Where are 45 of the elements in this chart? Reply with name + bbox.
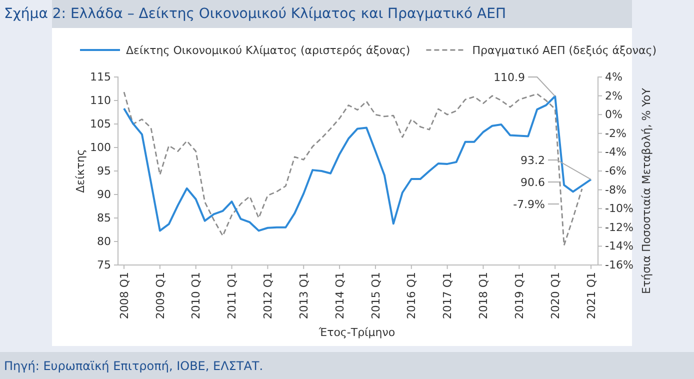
chart-title: Σχήμα 2: Ελλάδα – Δείκτης Οικονομικού Κλίματος και Πραγματικό ΑΕΠ: [4, 6, 506, 22]
x-tick-label: 2009 Q1: [154, 272, 167, 320]
y2-tick-label: 2%: [605, 89, 622, 102]
y2-tick-label: -6%: [605, 164, 626, 178]
y-tick-label: 100: [90, 141, 111, 154]
y-tick-label: 85: [97, 212, 111, 225]
y2-axis-title: Ετήσια Ποσοστιαία Μεταβολή, % YoY: [640, 88, 653, 294]
y-tick-label: 105: [90, 118, 111, 131]
legend-label: Πραγματικό ΑΕΠ (δεξιός άξονας): [472, 44, 657, 57]
y2-tick-label: 0%: [605, 108, 622, 122]
annotation: -7.9%: [513, 198, 545, 211]
y2-tick-label: -14%: [605, 240, 634, 253]
legend-label: Δείκτης Οικονομικού Κλίματος (αριστερός άξονας): [126, 44, 410, 57]
x-tick-label: 2020 Q1: [548, 272, 562, 320]
x-tick-label: 2015 Q1: [369, 272, 382, 320]
y-tick-label: 95: [97, 164, 111, 178]
x-tick-label: 2011 Q1: [226, 272, 239, 320]
y2-tick-label: 4%: [605, 70, 622, 84]
x-tick-label: 2012 Q1: [262, 272, 275, 320]
x-tick-label: 2021 Q1: [584, 272, 598, 320]
x-tick-label: 2010 Q1: [190, 272, 203, 320]
y2-tick-label: -16%: [605, 258, 634, 272]
x-tick-label: 2008 Q1: [118, 272, 131, 320]
y-axis-title: Δείκτης: [74, 149, 87, 193]
annotation: 90.6: [520, 176, 545, 189]
x-tick-label: 2013 Q1: [297, 272, 310, 320]
y2-tick-label: -8%: [605, 183, 626, 196]
x-tick-label: 2017 Q1: [441, 272, 454, 320]
y-tick-label: 80: [97, 235, 111, 248]
x-tick-label: 2014 Q1: [333, 272, 346, 320]
y-tick-label: 90: [97, 188, 111, 202]
x-tick-label: 2016 Q1: [405, 272, 418, 320]
x-tick-label: 2019 Q1: [513, 272, 526, 320]
x-axis-title: Έτος-Τρίμηνο: [318, 326, 396, 339]
y-tick-label: 110: [90, 94, 111, 108]
annotation: 110.9: [494, 71, 526, 84]
annotation: 93.2: [520, 154, 545, 167]
y2-tick-label: -2%: [605, 126, 626, 140]
y2-tick-label: -4%: [605, 146, 626, 159]
y-tick-label: 115: [90, 70, 111, 84]
y2-tick-label: -12%: [605, 220, 634, 234]
y2-tick-label: -10%: [605, 202, 634, 216]
x-tick-label: 2018 Q1: [477, 272, 490, 320]
y-tick-label: 75: [97, 258, 111, 272]
text: Πηγή: Ευρωπαϊκή Επιτροπή, ΙΟΒΕ, ΕΛΣΤΑΤ.: [4, 359, 264, 373]
